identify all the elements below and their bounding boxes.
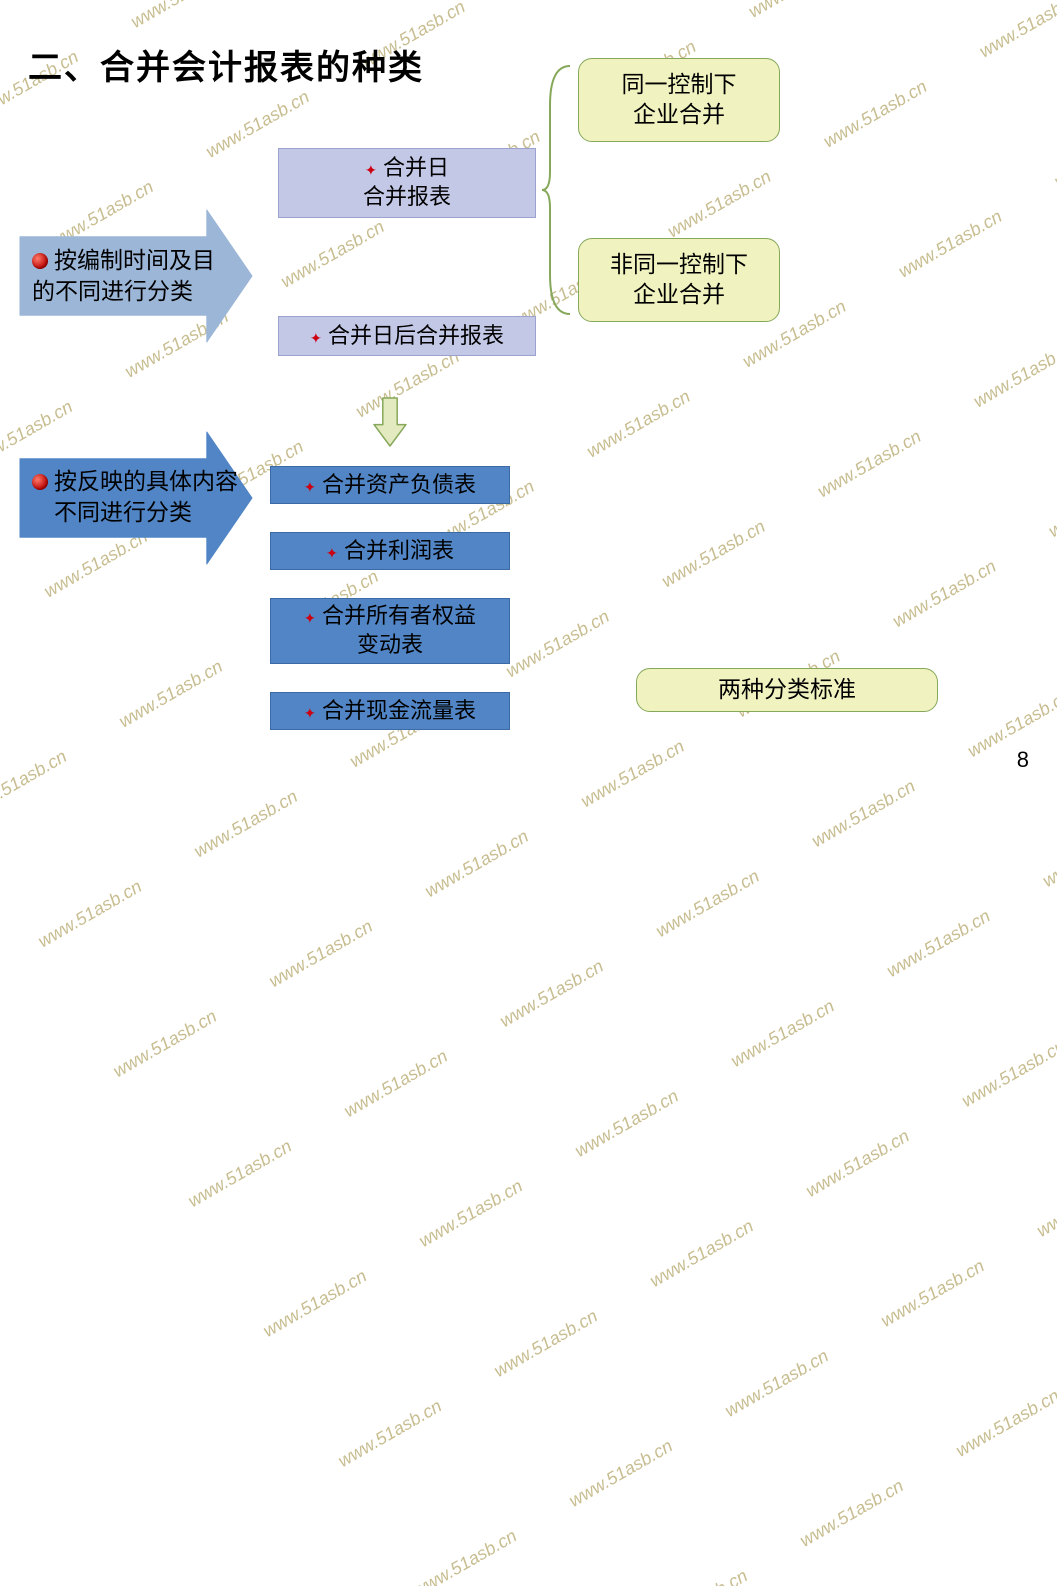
round-diff-control: 非同一控制下企业合并 (578, 238, 780, 322)
plus-bullet-icon: ✦ (304, 607, 318, 629)
criterion2-label: 按反映的具体内容 不同进行分类 (32, 466, 238, 528)
box-cash-flow: ✦合并现金流量表 (270, 692, 510, 730)
bullet-dot-icon (32, 253, 48, 269)
slide-title: 二、合并会计报表的种类 (28, 40, 424, 89)
plus-bullet-icon: ✦ (304, 476, 318, 498)
round-same-control: 同一控制下企业合并 (578, 58, 780, 142)
right-brace-connector (536, 58, 576, 322)
box-income-statement: ✦合并利润表 (270, 532, 510, 570)
down-arrow-icon (372, 396, 408, 448)
plus-bullet-icon: ✦ (304, 702, 318, 724)
criterion1-label: 按编制时间及目 的不同进行分类 (32, 245, 215, 307)
plus-bullet-icon: ✦ (310, 327, 324, 349)
box-equity-change: ✦合并所有者权益变动表 (270, 598, 510, 664)
plus-bullet-icon: ✦ (326, 542, 340, 564)
box-post-merge-date: ✦合并日后合并报表 (278, 316, 536, 356)
bullet-dot-icon (32, 474, 48, 490)
box-balance-sheet: ✦合并资产负债表 (270, 466, 510, 504)
box-merge-date: ✦合并日合并报表 (278, 148, 536, 218)
plus-bullet-icon: ✦ (365, 159, 379, 181)
round-footer-tag: 两种分类标准 (636, 668, 938, 712)
page-number: 8 (1017, 747, 1029, 773)
